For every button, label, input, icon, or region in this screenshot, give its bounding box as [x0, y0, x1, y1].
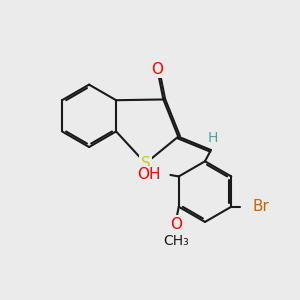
Text: O: O: [152, 62, 164, 77]
Text: CH₃: CH₃: [164, 234, 189, 248]
Text: O: O: [170, 217, 182, 232]
Text: OH: OH: [137, 167, 161, 182]
Text: Br: Br: [253, 199, 269, 214]
Text: H: H: [208, 130, 218, 145]
Text: S: S: [141, 156, 150, 171]
